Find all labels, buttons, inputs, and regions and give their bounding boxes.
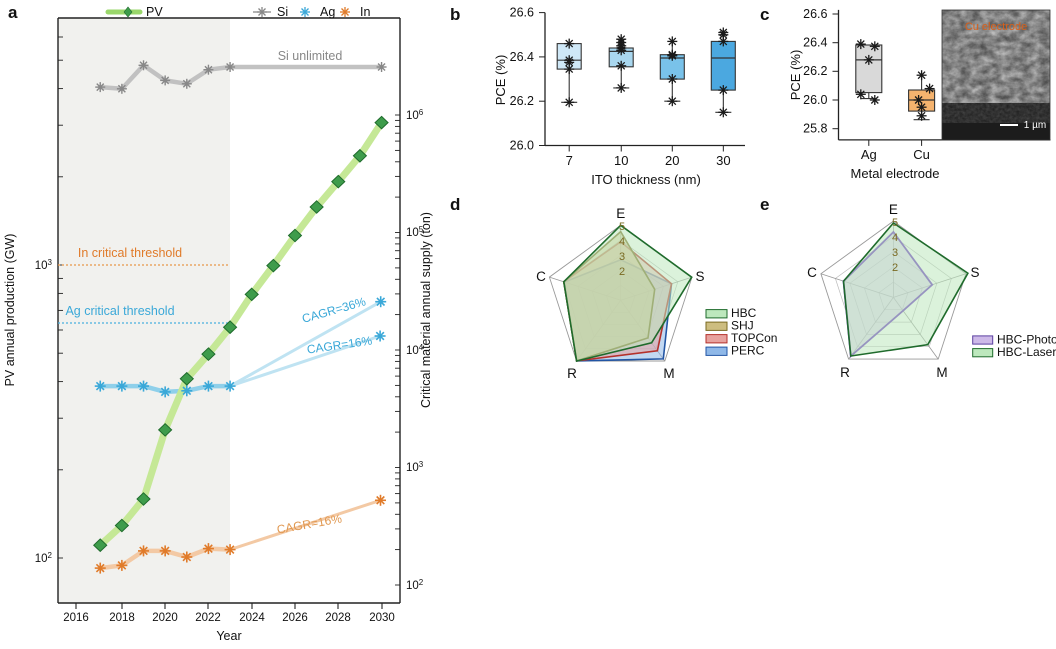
svg-text:M: M xyxy=(936,365,947,380)
svg-text:C: C xyxy=(807,265,817,280)
svg-text:2: 2 xyxy=(892,262,898,274)
svg-text:3: 3 xyxy=(892,247,898,259)
svg-text:HBC-Laser: HBC-Laser xyxy=(997,345,1056,359)
svg-text:E: E xyxy=(889,202,898,217)
svg-text:5: 5 xyxy=(892,217,898,229)
svg-text:4: 4 xyxy=(892,232,898,244)
svg-text:e: e xyxy=(760,195,769,214)
svg-text:S: S xyxy=(970,265,979,280)
svg-text:R: R xyxy=(840,365,850,380)
